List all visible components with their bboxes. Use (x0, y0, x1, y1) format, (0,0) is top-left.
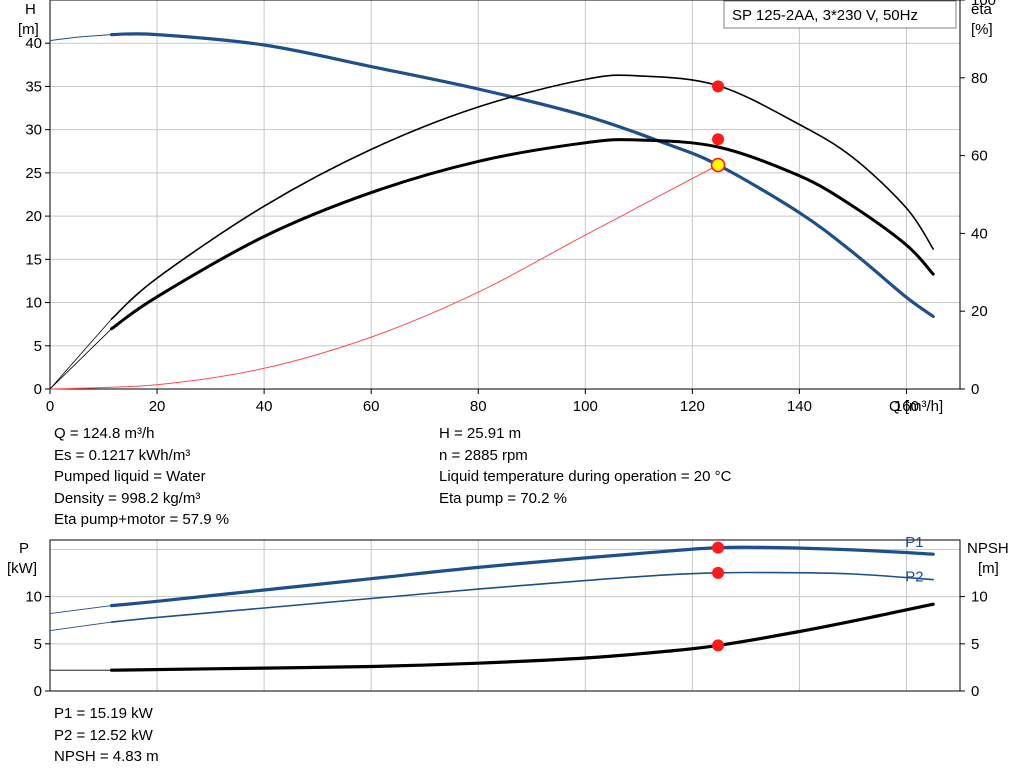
y-tick-label: 25 (25, 165, 42, 182)
y-axis-unit: [m] (18, 21, 39, 38)
x-tick-label: 60 (363, 398, 380, 415)
y-tick-label: 10 (25, 589, 42, 606)
y-tick-label: 30 (25, 122, 42, 139)
info-line: P1 = 15.19 kW (54, 705, 153, 722)
y-tick-label: 40 (25, 35, 42, 52)
plot-frame (49, 0, 961, 390)
series-label-p1: P1 (905, 534, 923, 551)
info-line: Eta pump = 70.2 % (439, 489, 567, 507)
y-tick-label: 20 (25, 208, 42, 225)
y-tick-label: 10 (25, 295, 42, 312)
duty-info-left: Q = 124.8 m³/h Es = 0.1217 kWh/m³ Pumped… (54, 423, 229, 531)
info-line: H = 25.91 m (439, 425, 522, 442)
info-line: NPSH = 4.83 m (54, 748, 159, 765)
x-axis-label: Q [m³/h] (889, 398, 943, 415)
duty-point-marker (712, 639, 725, 652)
x-tick-label: 120 (680, 398, 705, 415)
info-line: Es = 0.1217 kWh/m³ (54, 446, 191, 464)
duty-info-right: H = 25.91 m n = 2885 rpm Liquid temperat… (439, 423, 731, 509)
series-line-power-thin-ext (49, 621, 113, 632)
y2-axis-unit: [%] (971, 21, 993, 38)
duty-point-marker (712, 566, 725, 579)
y-axis-unit: [kW] (7, 560, 37, 577)
duty-point-marker (712, 133, 725, 146)
info-line: P2 = 12.52 kW (54, 726, 153, 744)
series-line-power-thick (110, 545, 935, 608)
plot-frame (49, 539, 961, 692)
series-line-power-thin-ext (49, 605, 113, 615)
y-tick-label: 35 (25, 78, 42, 95)
y2-tick-label: 0 (971, 683, 979, 700)
x-tick-label: 160 (894, 398, 919, 415)
info-line: Pumped liquid = Water (54, 468, 206, 485)
y2-tick-label: 0 (971, 381, 979, 398)
series-label-p2: P2 (905, 569, 923, 586)
y2-tick-label: 40 (971, 225, 988, 242)
duty-point-marker (712, 80, 725, 93)
y2-axis-unit: [m] (978, 560, 999, 577)
info-line: Liquid temperature during operation = 20… (439, 468, 732, 485)
y2-tick-label: 100 (971, 0, 996, 9)
y2-axis-label: eta (971, 1, 993, 18)
chart-title-box (723, 0, 957, 29)
y-tick-label: 0 (34, 683, 42, 700)
info-line: n = 2885 rpm (439, 446, 528, 464)
y-tick-label: 0 (34, 381, 42, 398)
y2-tick-label: 20 (971, 303, 988, 320)
x-tick-label: 100 (573, 398, 598, 415)
power-npsh-chart: 0 5 10 0 5 10 P [kW] NPSH [m] P1 P2 (7, 534, 1009, 700)
y-axis-label: P (19, 540, 29, 557)
series-line-eta-origin (49, 328, 112, 390)
y2-tick-label: 10 (971, 589, 988, 606)
y-tick-label: 15 (25, 251, 42, 268)
series-line-npsh (110, 602, 935, 672)
power-info: P1 = 15.19 kW P2 = 12.52 kW NPSH = 4.83 … (54, 703, 159, 768)
x-tick-label: 80 (470, 398, 487, 415)
y-tick-label: 5 (34, 636, 42, 653)
series-line-eta-thick (110, 138, 935, 331)
info-line: Eta pump+motor = 57.9 % (54, 511, 230, 528)
series-line-system (49, 164, 719, 390)
series-line-power-thin (110, 571, 934, 623)
series-line-head-thin (49, 34, 113, 42)
y2-tick-label: 60 (971, 148, 988, 165)
info-line: Q = 124.8 m³/h (54, 425, 155, 442)
duty-point-marker (712, 541, 725, 554)
x-tick-label: 0 (46, 398, 54, 415)
y2-axis-label: NPSH (967, 540, 1009, 557)
info-line: Density = 998.2 kg/m³ (54, 489, 201, 507)
duty-point-marker (710, 157, 726, 173)
pump-head-efficiency-chart: 0 5 10 15 20 25 30 35 40 0 20 40 60 80 100 0 20 40 60 80 100… (18, 0, 996, 415)
x-tick-label: 20 (149, 398, 166, 415)
chart-title: SP 125-2AA, 3*230 V, 50Hz (732, 7, 918, 24)
y2-tick-label: 80 (971, 70, 988, 87)
x-tick-label: 40 (256, 398, 273, 415)
x-tick-label: 140 (787, 398, 812, 415)
series-line-eta-origin (49, 318, 112, 390)
y-axis-label: H (25, 1, 36, 18)
series-line-head-thick (110, 32, 935, 318)
y2-tick-label: 5 (971, 636, 979, 653)
y-tick-label: 5 (34, 338, 42, 355)
series-line-eta-thin (110, 74, 934, 320)
